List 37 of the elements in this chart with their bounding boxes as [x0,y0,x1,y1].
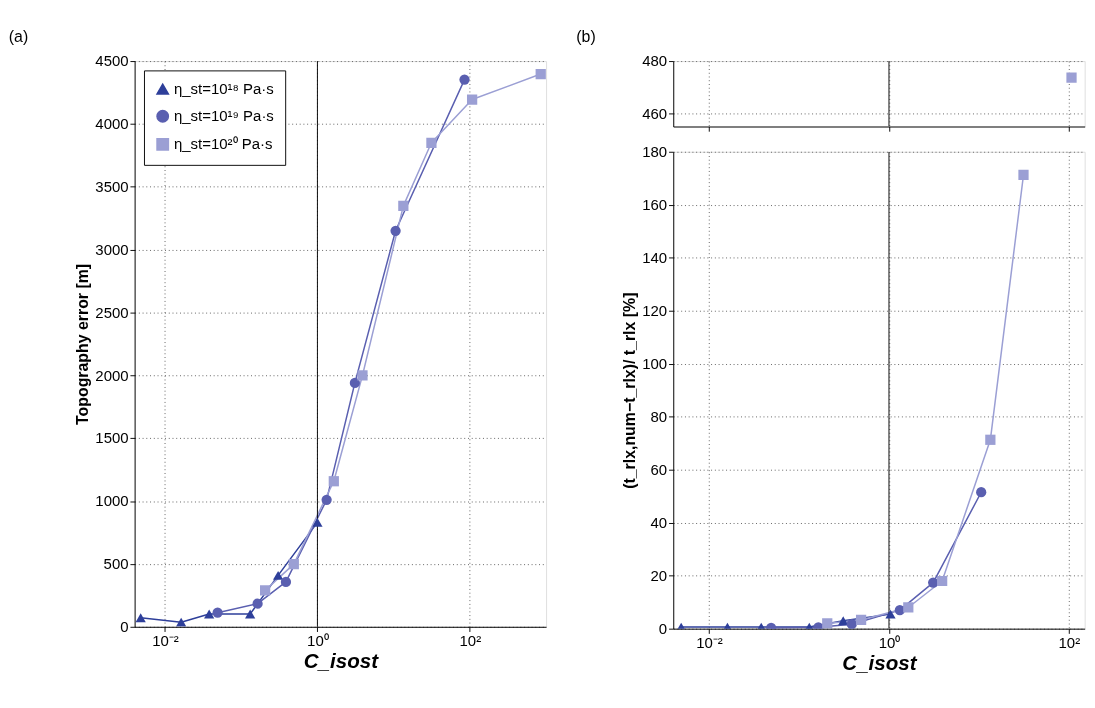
legend-label: η_st=10²⁰ Pa·s [173,134,273,152]
y-tick-label: 60 [650,460,668,478]
y-tick-label: 4000 [95,115,129,133]
y-tick-label: 0 [658,619,668,637]
x-tick-label: 10⁰ [878,633,901,651]
y-tick-label: 20 [650,566,668,584]
y-tick-label: 120 [642,301,668,319]
x-tick-label: 10⁻² [696,633,723,651]
y-tick-label: 3000 [95,240,129,258]
y-tick-label: 2000 [95,366,129,384]
chart-title: (b) [576,28,596,46]
x-tick-label: 10² [1058,633,1081,651]
y-tick-label: 100 [642,354,668,372]
legend-label: η_st=10¹⁸ Pa·s [173,79,274,97]
y-tick-label: 40 [650,513,668,531]
x-axis-title: C_isost [303,649,380,673]
y-axis-title: Topography error [m] [73,263,91,425]
y-tick-label: 80 [650,407,668,425]
legend-label: η_st=10¹⁹ Pa·s [173,106,274,124]
y-tick-label: 180 [642,142,668,160]
x-axis-title: C_isost [842,651,918,675]
y-tick-label: 460 [642,104,668,122]
y-tick-label: 160 [642,195,668,213]
x-tick-label: 10⁰ [307,631,329,649]
y-tick-label: 3500 [95,177,129,195]
x-tick-label: 10² [459,631,482,649]
y-axis-title: (t_rlx,num−t_rlx)/ t_rlx [%] [620,292,638,489]
y-tick-label: 1500 [95,429,129,447]
y-tick-label: 480 [642,52,668,70]
y-tick-label: 2500 [95,303,129,321]
chart-title: (a) [8,28,29,46]
y-tick-label: 140 [642,248,668,266]
x-tick-label: 10⁻² [152,631,179,649]
y-tick-label: 4500 [95,52,129,70]
y-tick-label: 1000 [95,492,129,510]
y-tick-label: 500 [103,555,129,573]
y-tick-label: 0 [120,617,129,635]
